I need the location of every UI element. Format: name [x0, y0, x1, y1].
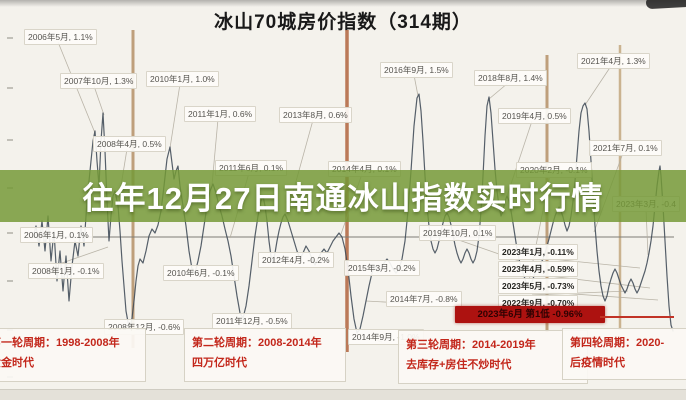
- data-point-label: 2019年4月, 0.5%: [498, 108, 571, 124]
- cycle-2-range: 第二轮周期：2008-2014年: [192, 337, 322, 349]
- data-point-label: 2018年8月, 1.4%: [474, 70, 547, 86]
- latest-point-callout: 2023年6月 第1低 -0.96%: [455, 306, 605, 323]
- data-point-label: 2021年7月, 0.1%: [589, 140, 662, 156]
- data-point-label: 2010年6月, -0.1%: [163, 265, 239, 281]
- data-point-label: 2012年4月, -0.2%: [258, 252, 334, 268]
- cycle-3-era: 去库存+房住不炒时代: [406, 359, 512, 372]
- cycle-3-range: 第三轮周期：2014-2019年: [406, 339, 536, 351]
- data-point-label: 2007年10月, 1.3%: [60, 73, 138, 89]
- cycle-1-range: 第一轮周期：1998-2008年: [0, 337, 120, 349]
- cycle-box-4: 第四轮周期：2020- 后疫情时代: [562, 328, 686, 380]
- photo-edge-top: [0, 0, 686, 7]
- data-point-label: 2015年3月, -0.2%: [344, 260, 420, 276]
- overlay-headline: 往年12月27日南通冰山指数实时行情: [82, 181, 604, 216]
- data-point-label: 2023年1月, -0.11%: [498, 244, 578, 260]
- data-point-label: 2006年1月, 0.1%: [20, 227, 93, 243]
- data-point-label: 2011年1月, 0.6%: [184, 106, 257, 122]
- data-point-label: 2006年5月, 1.1%: [24, 29, 97, 45]
- data-point-label: 2010年1月, 1.0%: [146, 71, 219, 87]
- data-point-label: 2023年4月, -0.59%: [498, 261, 579, 277]
- cycle-box-3: 第三轮周期：2014-2019年 去库存+房住不炒时代: [398, 330, 588, 384]
- data-point-label: 2008年1月, -0.1%: [28, 263, 104, 279]
- data-point-label: 2016年9月, 1.5%: [380, 62, 453, 78]
- photo-edge-bottom: [0, 389, 686, 400]
- data-point-label: 2008年4月, 0.5%: [93, 136, 166, 152]
- cycle-2-era: 四万亿时代: [192, 357, 247, 370]
- chart-title: 冰山70城房价指数（314期）: [214, 12, 472, 33]
- data-point-label: 2011年12月, -0.5%: [212, 313, 292, 329]
- callout-leader-line: [600, 316, 674, 318]
- cycle-box-1: 第一轮周期：1998-2008年 黄金时代: [0, 328, 146, 382]
- data-point-label: 2023年5月, -0.73%: [498, 278, 579, 294]
- cycle-4-era: 后疫情时代: [570, 357, 625, 370]
- cycle-box-2: 第二轮周期：2008-2014年 四万亿时代: [184, 328, 346, 382]
- green-overlay-banner: [0, 170, 686, 222]
- cycle-4-range: 第四轮周期：2020-: [570, 337, 665, 349]
- data-point-label: 2014年7月, -0.8%: [386, 291, 462, 307]
- data-point-label: 2021年4月, 1.3%: [577, 53, 650, 69]
- data-point-label: 2019年10月, 0.1%: [419, 225, 497, 241]
- cycle-1-era: 黄金时代: [0, 357, 34, 370]
- data-point-label: 2013年8月, 0.6%: [279, 107, 352, 123]
